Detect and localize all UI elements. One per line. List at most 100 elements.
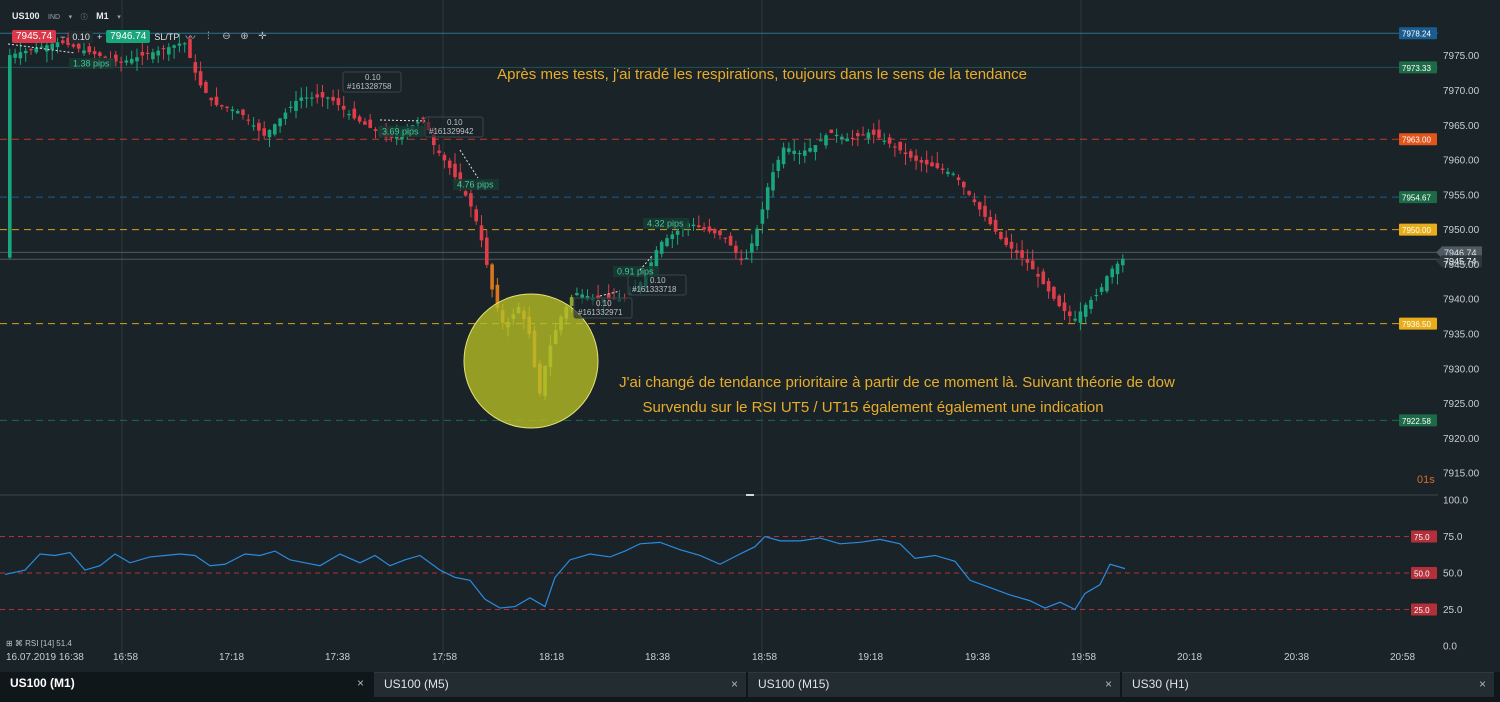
price-level-tag[interactable] (1399, 27, 1437, 40)
symbol-type: IND (48, 14, 61, 21)
candle-body (596, 295, 600, 299)
chart-area[interactable]: 7978.24 7973.33 7963.00 7954.67 7950.00 7936.… (0, 0, 1500, 672)
time-axis-tick: 20:38 (1284, 652, 1309, 663)
candle-body (951, 173, 955, 175)
candle-body (61, 40, 65, 44)
candle-body (829, 129, 834, 133)
trade-marker[interactable]: 0.10#161333718 (627, 274, 687, 296)
candle-body (1099, 287, 1104, 292)
candle-body (919, 160, 924, 163)
trade-marker[interactable]: 0.10#161332971 (573, 297, 633, 319)
price-level-tag[interactable] (1399, 223, 1437, 236)
tab-us30-h1[interactable]: US30 (H1) × (1122, 672, 1494, 697)
candle-body (993, 219, 998, 232)
candle-body (29, 49, 33, 51)
symbol-row: US100 IND ▾ ⓘ M1 ▾ (12, 11, 127, 22)
trade-marker-box[interactable] (424, 116, 484, 138)
timeframe-dropdown-icon[interactable]: ▾ (117, 14, 121, 21)
candle-body (220, 105, 224, 107)
candle-body (707, 226, 712, 232)
candle-body (92, 51, 97, 55)
rsi-level-label: 75.0 (1414, 533, 1430, 542)
tab-us100-m15[interactable]: US100 (M15) × (748, 672, 1120, 697)
candle-body (977, 202, 982, 210)
price-axis-tick: 7930.00 (1443, 364, 1480, 375)
price-axis-tick: 7915.00 (1443, 469, 1480, 480)
tab-us100-m1[interactable]: US100 (M1) × (0, 672, 372, 697)
price-level-label: 7978.24 (1402, 30, 1431, 39)
candle-body (357, 116, 362, 122)
candle-body (299, 97, 304, 101)
price-level-tag[interactable] (1399, 414, 1437, 427)
candle-body (71, 44, 76, 47)
price-level-tag[interactable] (1399, 317, 1437, 330)
candle-body (739, 258, 743, 261)
candle-body (654, 250, 659, 267)
candle-body (675, 230, 680, 235)
candles-icon[interactable]: ⫶ (207, 31, 210, 42)
zoom-in-icon[interactable]: ⊕ (240, 31, 249, 42)
time-axis-tick: 16.07.2019 16:38 (6, 652, 84, 663)
candle-body (442, 154, 447, 161)
candle-body (1062, 302, 1067, 312)
candle-body (755, 228, 759, 247)
line-chart-icon[interactable]: 〰 (185, 33, 196, 44)
rsi-level-label: 25.0 (1414, 606, 1430, 615)
tab-label: US100 (M1) (10, 676, 75, 690)
sltp-button[interactable]: SL/TP (154, 31, 180, 42)
increase-quantity-button[interactable]: + (96, 31, 103, 42)
candle-body (1041, 271, 1046, 285)
candle-body (903, 152, 908, 155)
candle-body (66, 37, 70, 45)
price-level-tag[interactable] (1399, 133, 1437, 146)
symbol-name[interactable]: US100 (12, 11, 40, 21)
close-icon[interactable]: × (1478, 677, 1486, 691)
candle-body (352, 108, 357, 119)
close-icon[interactable]: × (356, 676, 364, 690)
candle-body (145, 52, 150, 54)
candle-body (151, 52, 155, 60)
candle-body (495, 284, 500, 309)
candle-body (781, 147, 786, 165)
trade-marker[interactable]: 0.10#161328758 (342, 71, 402, 93)
crosshair-icon[interactable]: ✛ (258, 31, 267, 42)
decrease-quantity-button[interactable]: − (60, 31, 66, 42)
timeframe-selector[interactable]: M1 (96, 11, 109, 21)
close-icon[interactable]: × (730, 677, 738, 691)
candle-body (909, 151, 913, 158)
quantity-field[interactable]: 0.10 (69, 30, 93, 43)
candle-body (161, 47, 166, 50)
trade-id-label: #161328758 (347, 82, 392, 91)
trade-marker-box[interactable] (342, 71, 402, 93)
candle-body (288, 106, 293, 108)
trade-marker-box[interactable] (573, 297, 633, 319)
candle-body (765, 187, 770, 210)
highlight-circle (463, 293, 599, 429)
price-axis-tick: 7950.00 (1443, 225, 1480, 236)
zoom-out-icon[interactable]: ⊖ (222, 31, 231, 42)
candle-body (188, 39, 192, 58)
time-axis-tick: 16:58 (113, 652, 138, 663)
candle-body (474, 209, 478, 222)
candle-body (882, 140, 887, 142)
price-level-tag[interactable] (1399, 61, 1437, 74)
candle-body (946, 171, 950, 174)
candle-body (988, 216, 993, 225)
candle-body (972, 199, 977, 203)
trade-marker[interactable]: 0.10#161329942 (424, 116, 484, 138)
candle-body (1078, 311, 1083, 323)
info-icon[interactable]: ⓘ (80, 14, 88, 21)
candle-body (463, 191, 468, 196)
candle-body (569, 297, 574, 306)
candle-body (750, 243, 754, 253)
candle-body (1115, 263, 1120, 275)
time-axis-tick: 19:58 (1071, 652, 1096, 663)
tab-us100-m5[interactable]: US100 (M5) × (374, 672, 746, 697)
symbol-dropdown-icon[interactable]: ▾ (68, 14, 73, 21)
sell-price-button[interactable]: 7945.74 (12, 30, 57, 43)
price-level-tag[interactable] (1399, 191, 1437, 204)
candle-body (792, 150, 796, 154)
buy-price-button[interactable]: 7946.74 (106, 30, 151, 43)
candle-body (1083, 304, 1088, 317)
close-icon[interactable]: × (1104, 677, 1112, 691)
